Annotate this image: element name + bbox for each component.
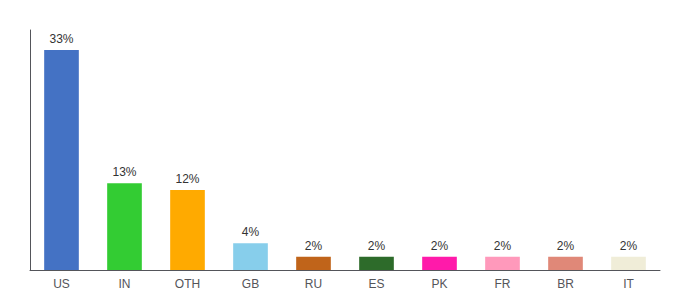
svg-text:2%: 2% [368,239,386,253]
svg-text:BR: BR [557,277,574,291]
svg-text:12%: 12% [175,172,199,186]
svg-text:FR: FR [495,277,511,291]
svg-text:13%: 13% [112,165,136,179]
svg-text:2%: 2% [494,239,512,253]
svg-text:2%: 2% [431,239,449,253]
svg-text:US: US [53,277,70,291]
svg-text:2%: 2% [305,239,323,253]
svg-text:PK: PK [431,277,447,291]
svg-text:RU: RU [305,277,322,291]
svg-text:2%: 2% [620,239,638,253]
svg-text:2%: 2% [557,239,575,253]
svg-text:33%: 33% [49,32,73,46]
svg-text:IT: IT [623,277,634,291]
svg-text:IN: IN [119,277,131,291]
svg-text:ES: ES [368,277,384,291]
svg-text:GB: GB [242,277,259,291]
svg-text:OTH: OTH [175,277,200,291]
svg-text:4%: 4% [242,225,260,239]
